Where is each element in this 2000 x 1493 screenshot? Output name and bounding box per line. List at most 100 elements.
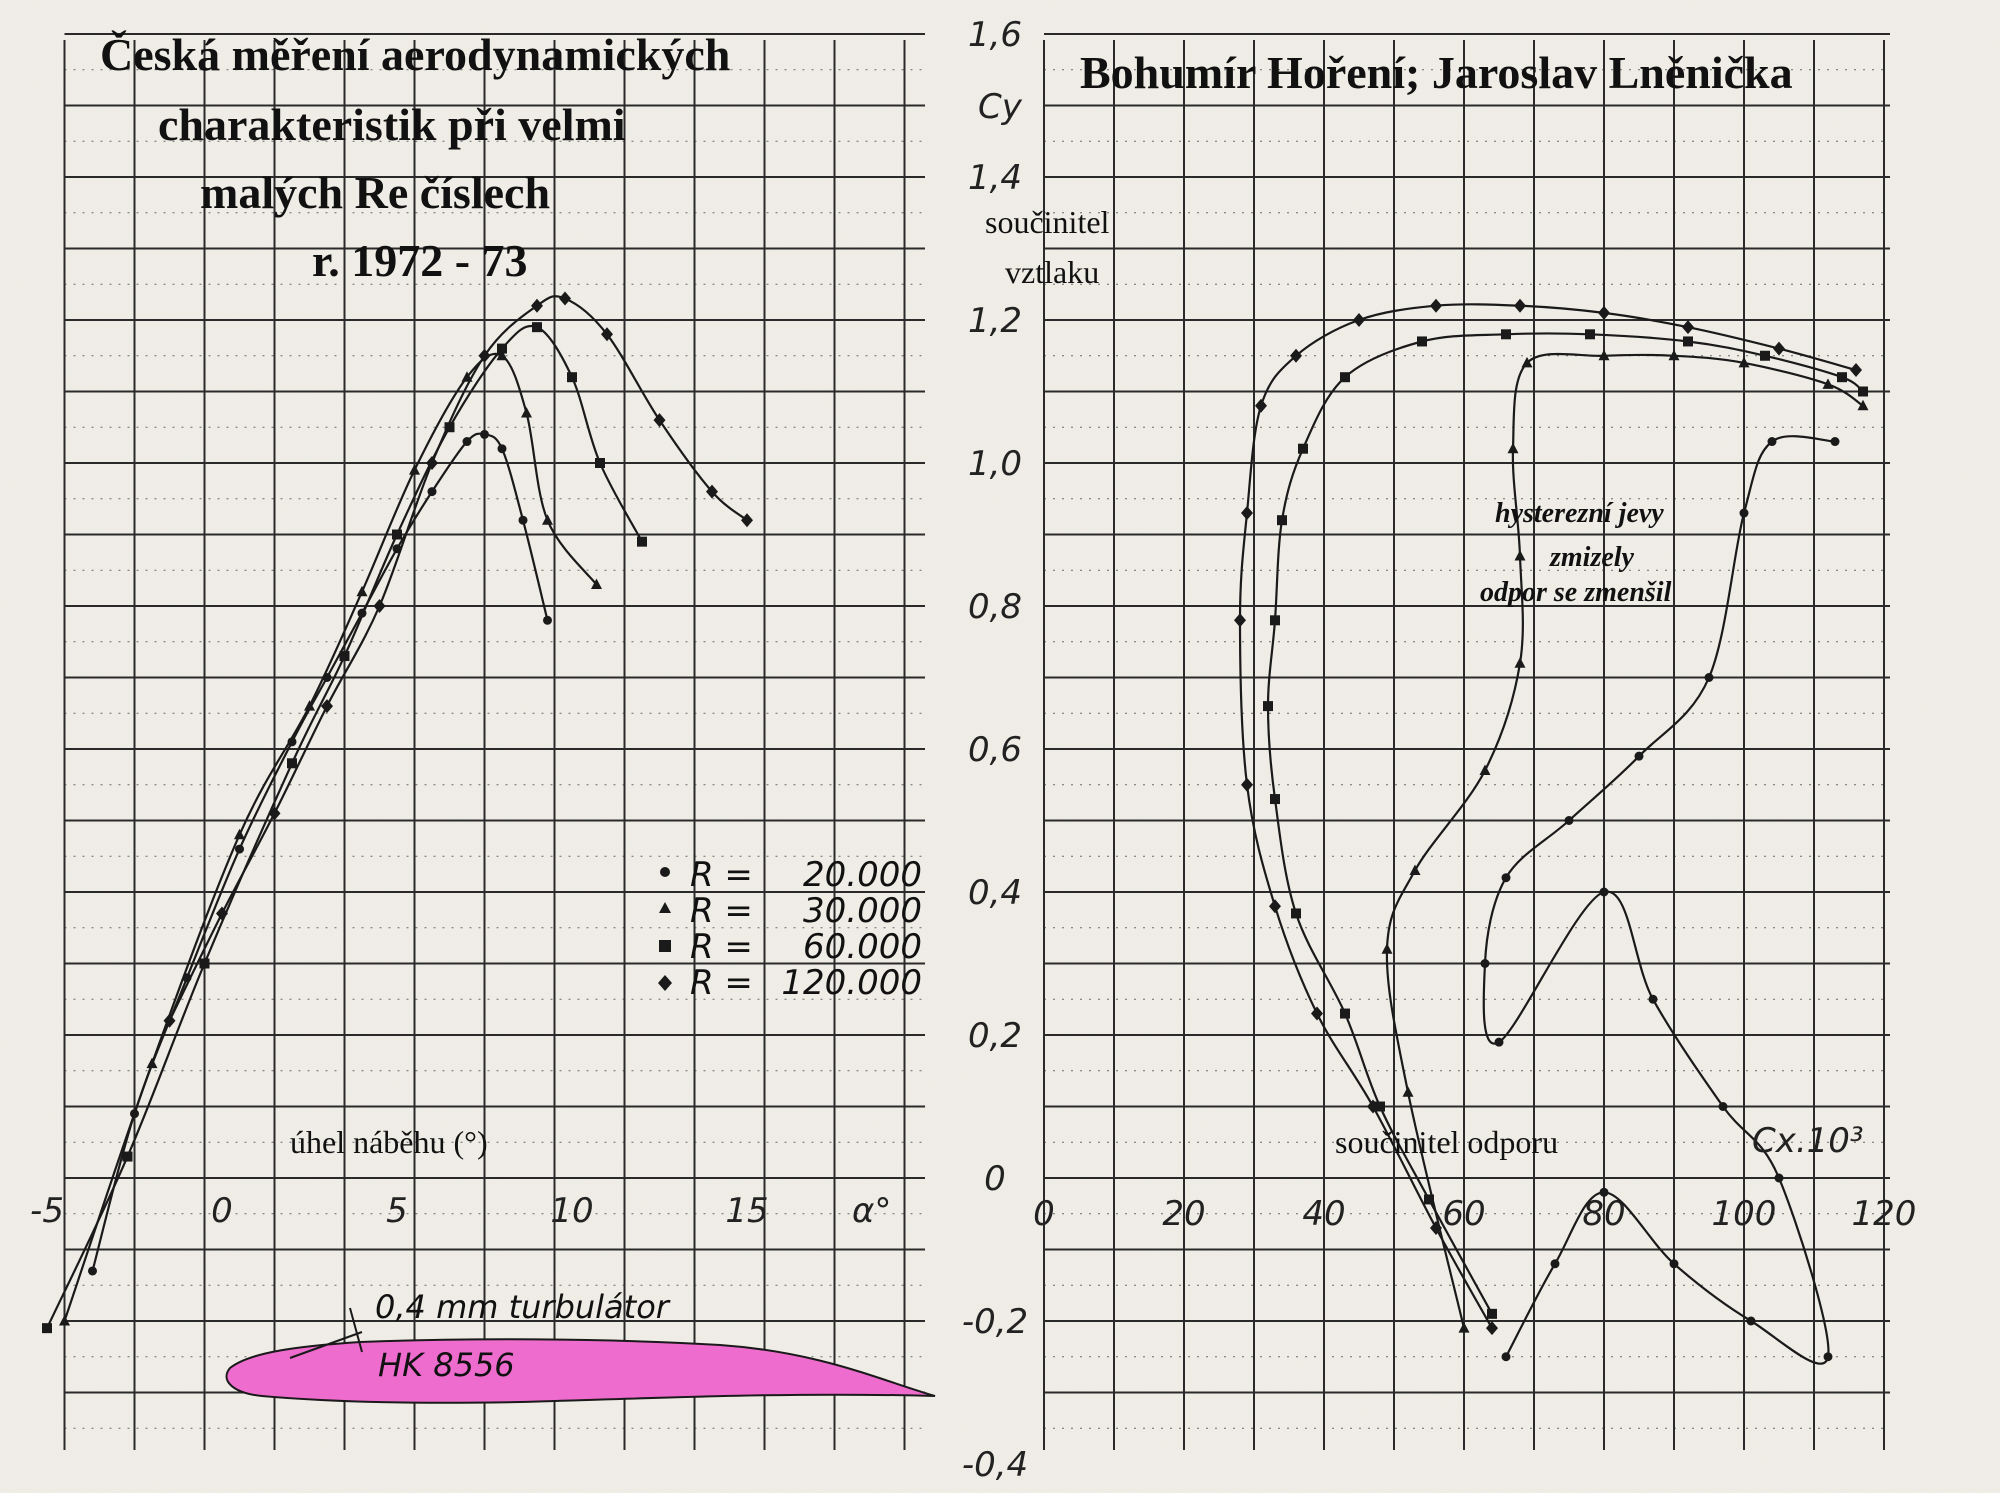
airfoil-sketch: 0,4 mm turbulátor HK 8556 [225,1288,936,1404]
data-point-triangle [356,585,368,597]
data-point-circle [480,429,489,439]
data-point-diamond [1241,777,1253,792]
data-point-diamond [268,806,281,821]
drag-polar-grid [1043,33,1890,1450]
legend-item-r60000: R = 60.000 [659,927,922,967]
angle-axis-ticks: -5 0 5 10 15 [30,1191,769,1231]
data-point-triangle [1381,943,1393,954]
series-curve-r120000 [1238,303,1857,1329]
data-point-triangle [1514,657,1526,668]
data-point-circle [1746,1316,1756,1326]
data-point-triangle [234,828,245,840]
data-point-diamond [531,298,543,313]
data-point-diamond [216,906,228,921]
legend-label-value: 120.000 [781,963,922,1003]
data-point-square [444,422,455,433]
data-point-diamond [478,348,491,363]
legend-item-r120000: R = 120.000 [658,963,922,1003]
y-tick-label: 1,0 [968,444,1022,484]
data-point-diamond [1311,1006,1323,1021]
legend-triangle-marker [659,902,671,913]
data-point-square [1291,908,1301,919]
data-point-square [1263,701,1273,712]
cx-tick-label: 100 [1712,1194,1777,1234]
data-point-diamond [1241,506,1253,521]
data-point-triangle [1402,1086,1414,1097]
hysteresis-note-line-3: odpor se zmenšil [1480,577,1672,608]
legend-label-prefix: R = [690,927,753,967]
legend-item-r20000: R = 20.000 [660,855,922,895]
data-point-square [1585,329,1595,340]
title-line-3: malých Re číslech [200,167,550,218]
legend-item-r30000: R = 30.000 [659,891,922,931]
y-tick-label: 0 [984,1159,1006,1199]
data-point-diamond [1850,363,1862,378]
data-point-diamond [1367,1099,1379,1114]
title-line-4: r. 1972 - 73 [312,235,528,286]
data-point-diamond [1234,613,1246,628]
lift-curve-grid [63,33,925,1450]
legend-label-prefix: R = [690,855,753,895]
data-point-square [1375,1101,1385,1112]
y-tick-label: 1,6 [968,15,1022,55]
alpha-axis-symbol: α° [852,1191,891,1231]
data-point-circle [1669,1259,1679,1269]
lift-coefficient-ticks: 1,6 1,4 1,2 1,0 0,8 0,6 0,4 0,2 0 -0,2 -0,4 [962,15,1028,1485]
data-point-triangle [1598,349,1610,361]
data-point-circle [1648,994,1658,1004]
data-point-triangle [1521,356,1533,368]
y-tick-label: 1,2 [968,301,1022,341]
cx-tick-label: 120 [1852,1194,1917,1234]
data-point-square [567,372,577,383]
data-point-square [42,1323,52,1334]
cx-tick-label: 20 [1162,1194,1205,1234]
cx-tick-label: 40 [1302,1194,1345,1234]
x-tick-label: -5 [30,1191,64,1231]
data-point-diamond [1430,298,1442,313]
data-point-circle [1830,437,1840,447]
data-point-circle [1494,1037,1504,1047]
data-point-diamond [1486,1321,1498,1336]
data-point-circle [88,1266,97,1276]
title-line-1: Česká měření aerodynamických [100,29,730,80]
data-point-square [1424,1194,1434,1205]
turbulator-mark [349,1307,363,1353]
data-point-triangle [1458,1322,1470,1333]
data-point-square [1277,515,1287,526]
airfoil-name: HK 8556 [378,1346,515,1384]
authors-title: Bohumír Hoření; Jaroslav Lněnička [1080,47,1793,98]
turbulator-leader-line [289,1331,363,1359]
data-point-circle [1823,1352,1833,1362]
data-point-square [1417,336,1427,347]
y-tick-label: 0,2 [968,1016,1022,1056]
x-tick-label: 5 [386,1191,408,1231]
y-tick-label: 0,4 [968,873,1022,913]
data-point-diamond [706,484,718,499]
data-point-diamond [1353,313,1365,327]
data-point-square [199,958,210,969]
data-point-triangle [1409,864,1421,876]
data-point-square [1501,329,1511,340]
y-tick-label: 0,6 [968,730,1022,770]
data-point-diamond [1269,899,1281,914]
data-point-circle [518,515,528,525]
data-point-circle [1767,437,1777,447]
data-point-triangle [1479,764,1491,775]
data-point-triangle [1507,442,1519,454]
cx-axis-symbol: Cx.10³ [1752,1121,1864,1161]
y-tick-label: 1,4 [968,158,1022,198]
data-point-triangle [304,700,315,711]
data-point-circle [1564,816,1574,825]
data-point-circle [1718,1102,1728,1111]
drag-axis-caption: součinitel odporu [1335,1124,1558,1160]
data-point-circle [1704,673,1714,682]
data-point-square [1270,615,1280,626]
data-point-diamond [741,513,753,528]
series-curve-r120000 [168,295,748,1022]
data-point-square [1487,1308,1497,1319]
data-point-triangle [1668,349,1680,361]
data-point-square [1683,336,1693,347]
title-line-2: charakteristik při velmi [158,99,626,150]
data-point-diamond [1290,348,1302,363]
data-point-triangle [1857,399,1869,411]
